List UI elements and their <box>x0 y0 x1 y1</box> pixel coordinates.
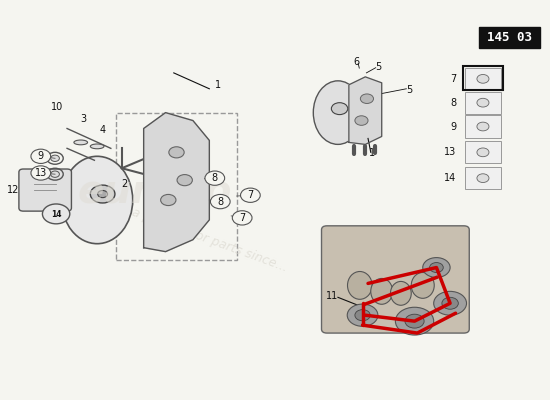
Ellipse shape <box>390 282 411 305</box>
Circle shape <box>31 149 51 164</box>
Ellipse shape <box>90 144 104 149</box>
Text: 9: 9 <box>38 151 44 161</box>
Text: 3: 3 <box>80 114 86 124</box>
Ellipse shape <box>62 156 133 244</box>
Ellipse shape <box>477 98 489 107</box>
FancyBboxPatch shape <box>465 115 501 138</box>
Ellipse shape <box>331 103 348 114</box>
Circle shape <box>434 291 466 315</box>
Text: europo: europo <box>78 173 232 211</box>
FancyBboxPatch shape <box>322 226 469 333</box>
Circle shape <box>430 262 443 272</box>
Circle shape <box>232 211 252 225</box>
Circle shape <box>211 194 230 209</box>
Text: 5: 5 <box>375 62 381 72</box>
Text: 6: 6 <box>353 57 359 67</box>
Ellipse shape <box>411 272 434 298</box>
FancyBboxPatch shape <box>479 27 541 48</box>
FancyBboxPatch shape <box>465 92 501 114</box>
Circle shape <box>360 94 373 104</box>
Text: 14: 14 <box>444 173 456 183</box>
Text: 145 03: 145 03 <box>487 31 532 44</box>
Text: 1: 1 <box>370 148 376 158</box>
Text: 2: 2 <box>122 179 128 189</box>
Text: 9: 9 <box>450 122 456 132</box>
Text: 11: 11 <box>326 291 339 301</box>
Ellipse shape <box>177 174 192 186</box>
Circle shape <box>395 307 434 335</box>
Text: 4: 4 <box>100 126 106 136</box>
Circle shape <box>423 258 450 278</box>
Text: 7: 7 <box>450 74 456 84</box>
Ellipse shape <box>314 81 362 144</box>
FancyBboxPatch shape <box>465 141 501 164</box>
Ellipse shape <box>98 190 108 198</box>
Polygon shape <box>144 113 210 252</box>
Text: 13: 13 <box>35 168 47 178</box>
Circle shape <box>347 304 378 326</box>
Text: 12: 12 <box>7 185 20 195</box>
Text: 7: 7 <box>248 190 254 200</box>
Ellipse shape <box>477 122 489 131</box>
Circle shape <box>205 171 224 185</box>
Ellipse shape <box>169 147 184 158</box>
Ellipse shape <box>51 171 59 177</box>
Text: 10: 10 <box>51 102 63 112</box>
Text: 7: 7 <box>239 213 245 223</box>
Ellipse shape <box>477 74 489 83</box>
FancyBboxPatch shape <box>19 169 72 211</box>
Text: 8: 8 <box>212 173 218 183</box>
Circle shape <box>42 204 70 224</box>
Circle shape <box>355 116 368 125</box>
Ellipse shape <box>51 155 59 162</box>
FancyBboxPatch shape <box>465 68 501 90</box>
Ellipse shape <box>161 194 176 206</box>
Text: 5: 5 <box>406 85 412 95</box>
Ellipse shape <box>477 174 489 182</box>
Text: 1: 1 <box>214 80 221 90</box>
Ellipse shape <box>371 278 393 304</box>
Text: 8: 8 <box>450 98 456 108</box>
Ellipse shape <box>348 272 372 299</box>
Circle shape <box>240 188 260 202</box>
Polygon shape <box>349 77 382 144</box>
Circle shape <box>405 314 424 328</box>
Text: 14: 14 <box>51 210 62 219</box>
Ellipse shape <box>477 148 489 157</box>
Circle shape <box>31 166 51 180</box>
FancyBboxPatch shape <box>465 167 501 189</box>
Ellipse shape <box>74 140 87 145</box>
Text: a passion for parts since...: a passion for parts since... <box>130 206 289 274</box>
Circle shape <box>355 310 370 321</box>
Text: 13: 13 <box>444 147 456 157</box>
Text: 8: 8 <box>217 196 223 206</box>
Circle shape <box>442 297 458 309</box>
Ellipse shape <box>90 185 115 203</box>
